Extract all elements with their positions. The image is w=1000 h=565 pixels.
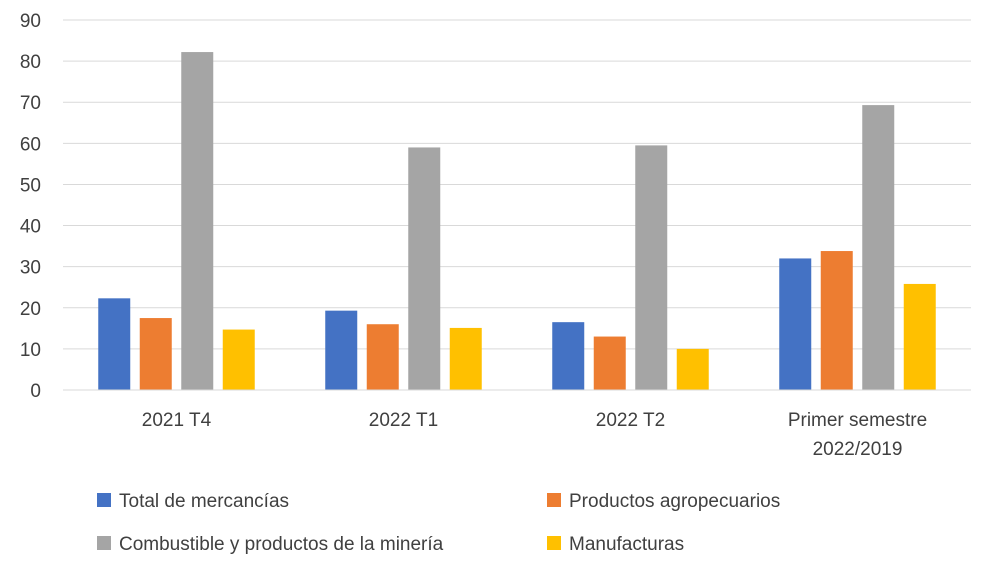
bar bbox=[449, 327, 482, 390]
x-category-label: 2021 T4 bbox=[142, 410, 212, 431]
x-axis-category-labels: 2021 T4 2022 T1 2022 T2 Primer semestre 2022… bbox=[142, 410, 927, 460]
legend-label: Productos agropecuarios bbox=[569, 491, 780, 512]
bar bbox=[779, 258, 812, 390]
bar bbox=[862, 105, 895, 390]
bar bbox=[366, 324, 399, 390]
bar bbox=[222, 329, 255, 390]
y-tick-label: 20 bbox=[20, 299, 41, 320]
bar bbox=[903, 283, 936, 390]
legend-item: Productos agropecuarios bbox=[547, 491, 780, 512]
legend-label: Manufacturas bbox=[569, 534, 684, 555]
y-tick-label: 40 bbox=[20, 217, 41, 238]
legend-swatch bbox=[547, 493, 561, 507]
x-category-label: 2022 T1 bbox=[369, 410, 438, 431]
bar bbox=[593, 336, 626, 390]
y-axis-tick-labels: 0 10 20 30 40 50 60 70 80 90 bbox=[20, 11, 41, 402]
legend-item: Combustible y productos de la minería bbox=[97, 534, 444, 555]
bar bbox=[635, 145, 668, 390]
y-tick-label: 50 bbox=[20, 175, 41, 196]
legend-swatch bbox=[97, 536, 111, 550]
bar bbox=[139, 318, 172, 390]
x-category-label: Primer semestre 2022/2019 bbox=[788, 410, 927, 460]
bar bbox=[325, 310, 358, 390]
bar bbox=[676, 348, 709, 390]
gridlines bbox=[63, 19, 971, 350]
y-tick-label: 90 bbox=[20, 11, 41, 32]
bars bbox=[98, 52, 936, 391]
legend-swatch bbox=[97, 493, 111, 507]
x-category-label: 2022 T2 bbox=[596, 410, 665, 431]
y-tick-label: 70 bbox=[20, 93, 41, 114]
legend-item: Manufacturas bbox=[547, 534, 684, 555]
y-tick-label: 0 bbox=[30, 381, 41, 402]
y-tick-label: 30 bbox=[20, 258, 41, 279]
legend-label: Combustible y productos de la minería bbox=[119, 534, 444, 555]
legend-swatch bbox=[547, 536, 561, 550]
y-tick-label: 10 bbox=[20, 340, 41, 361]
legend: Total de mercancías Productos agropecuari… bbox=[97, 491, 780, 555]
bar bbox=[408, 147, 441, 390]
bar bbox=[820, 251, 853, 390]
legend-label: Total de mercancías bbox=[119, 491, 289, 512]
legend-item: Total de mercancías bbox=[97, 491, 289, 512]
y-tick-label: 60 bbox=[20, 134, 41, 155]
y-tick-label: 80 bbox=[20, 52, 41, 73]
bar bbox=[181, 52, 214, 391]
bar bbox=[552, 322, 585, 390]
bar bbox=[98, 298, 131, 390]
